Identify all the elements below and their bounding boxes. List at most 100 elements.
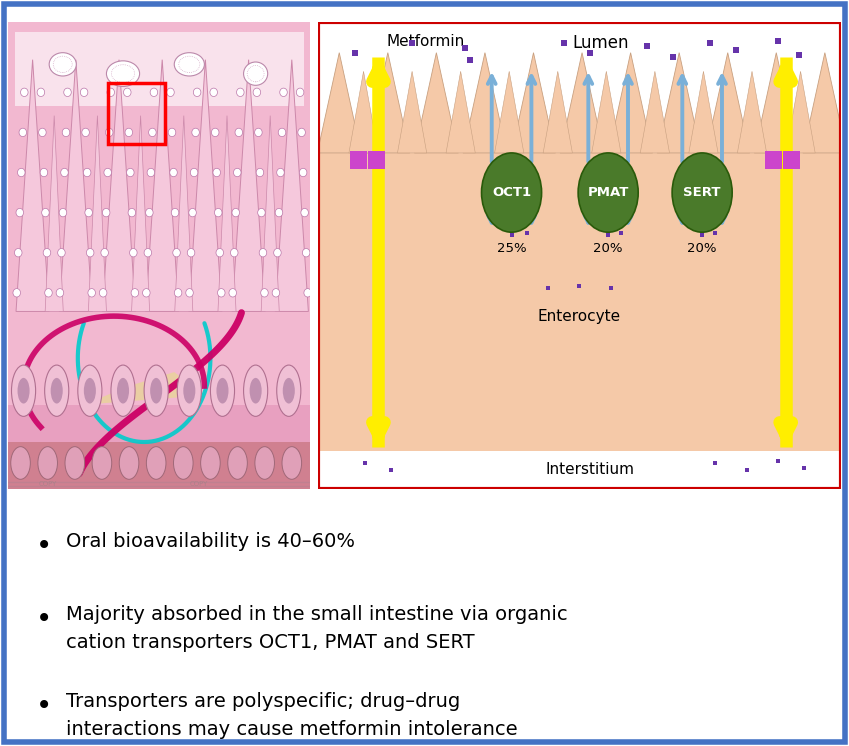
Ellipse shape: [200, 447, 220, 480]
Ellipse shape: [40, 169, 48, 177]
Bar: [350, 151, 367, 169]
Ellipse shape: [53, 56, 72, 72]
Ellipse shape: [304, 289, 312, 297]
Ellipse shape: [14, 248, 22, 257]
Ellipse shape: [481, 153, 542, 232]
Ellipse shape: [273, 289, 279, 297]
Polygon shape: [803, 53, 846, 153]
Ellipse shape: [125, 128, 132, 137]
Ellipse shape: [117, 378, 129, 404]
Ellipse shape: [188, 248, 194, 257]
Ellipse shape: [128, 208, 136, 217]
Text: Oral bioavailability is 40–60%: Oral bioavailability is 40–60%: [66, 532, 355, 551]
Ellipse shape: [18, 378, 30, 404]
Bar: [108, 83, 166, 143]
Ellipse shape: [64, 88, 71, 96]
Text: SERT: SERT: [683, 186, 721, 199]
Text: Majority absorbed in the small intestine via organic
cation transporters OCT1, P: Majority absorbed in the small intestine…: [66, 604, 568, 651]
Ellipse shape: [16, 208, 24, 217]
Ellipse shape: [147, 169, 155, 177]
Ellipse shape: [302, 248, 310, 257]
Ellipse shape: [38, 447, 58, 480]
Ellipse shape: [37, 88, 45, 96]
Ellipse shape: [18, 169, 25, 177]
Polygon shape: [261, 116, 279, 312]
Ellipse shape: [174, 53, 205, 76]
Text: •: •: [36, 604, 52, 633]
Ellipse shape: [104, 169, 111, 177]
Ellipse shape: [43, 248, 51, 257]
Text: Enterocyte: Enterocyte: [538, 309, 621, 324]
Ellipse shape: [103, 208, 110, 217]
Ellipse shape: [237, 88, 244, 96]
Ellipse shape: [229, 289, 237, 297]
Ellipse shape: [13, 289, 20, 297]
Ellipse shape: [255, 128, 262, 137]
Ellipse shape: [144, 365, 168, 416]
Ellipse shape: [173, 447, 193, 480]
Text: •: •: [36, 692, 52, 720]
Ellipse shape: [19, 128, 26, 137]
Bar: [8, 442, 310, 489]
Ellipse shape: [672, 153, 732, 232]
Polygon shape: [132, 116, 149, 312]
Ellipse shape: [247, 66, 264, 82]
Ellipse shape: [259, 248, 267, 257]
Ellipse shape: [101, 248, 109, 257]
Polygon shape: [84, 372, 205, 404]
Ellipse shape: [173, 248, 180, 257]
Ellipse shape: [277, 365, 301, 416]
Ellipse shape: [84, 378, 96, 404]
Ellipse shape: [168, 128, 176, 137]
Bar: [8, 404, 310, 489]
Polygon shape: [543, 72, 572, 153]
Polygon shape: [512, 53, 555, 153]
Ellipse shape: [145, 208, 153, 217]
Bar: [318, 153, 841, 451]
Ellipse shape: [217, 289, 225, 297]
Ellipse shape: [282, 447, 301, 480]
Ellipse shape: [20, 88, 28, 96]
Ellipse shape: [58, 248, 65, 257]
Polygon shape: [640, 72, 670, 153]
Text: •: •: [36, 532, 52, 560]
Ellipse shape: [244, 365, 267, 416]
Ellipse shape: [99, 289, 107, 297]
Ellipse shape: [105, 128, 113, 137]
Ellipse shape: [149, 128, 156, 137]
Polygon shape: [218, 116, 236, 312]
Ellipse shape: [230, 248, 238, 257]
Ellipse shape: [56, 289, 64, 297]
Polygon shape: [397, 72, 427, 153]
Polygon shape: [446, 72, 475, 153]
Text: 25%: 25%: [497, 242, 526, 254]
Polygon shape: [609, 53, 653, 153]
Ellipse shape: [179, 56, 200, 72]
Ellipse shape: [78, 365, 102, 416]
Bar: [368, 151, 385, 169]
Ellipse shape: [215, 208, 222, 217]
Ellipse shape: [174, 289, 182, 297]
Ellipse shape: [87, 248, 94, 257]
Ellipse shape: [261, 289, 268, 297]
Ellipse shape: [235, 128, 243, 137]
Ellipse shape: [130, 248, 138, 257]
Polygon shape: [103, 60, 136, 312]
Text: Metformin: Metformin: [386, 34, 464, 49]
Ellipse shape: [106, 61, 139, 87]
Polygon shape: [738, 72, 767, 153]
Ellipse shape: [49, 53, 76, 76]
Ellipse shape: [88, 289, 95, 297]
Polygon shape: [755, 53, 798, 153]
Polygon shape: [560, 53, 604, 153]
Polygon shape: [232, 60, 265, 312]
Ellipse shape: [171, 208, 179, 217]
Ellipse shape: [59, 208, 67, 217]
Ellipse shape: [301, 208, 308, 217]
Polygon shape: [88, 116, 106, 312]
Ellipse shape: [127, 169, 134, 177]
Ellipse shape: [111, 65, 135, 83]
Ellipse shape: [300, 169, 306, 177]
Ellipse shape: [273, 248, 281, 257]
Polygon shape: [495, 72, 524, 153]
